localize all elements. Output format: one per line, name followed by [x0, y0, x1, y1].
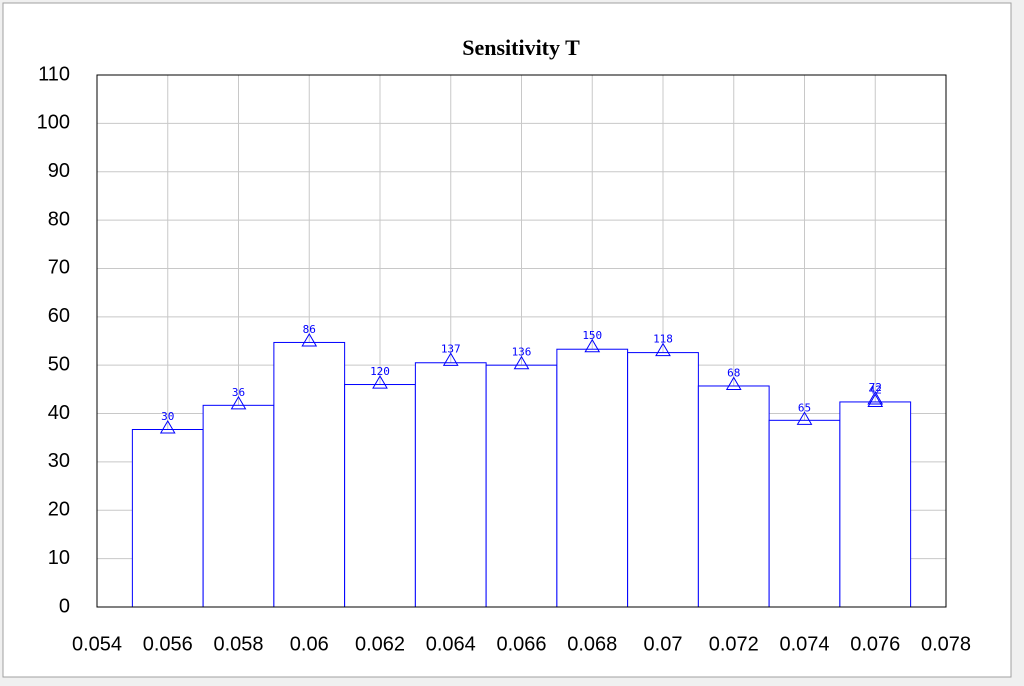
point-label: 30: [161, 410, 174, 423]
point-label: 120: [370, 365, 390, 378]
y-tick-label: 0: [59, 595, 70, 617]
point-marker: [372, 375, 388, 389]
y-tick-label: 60: [48, 305, 70, 327]
y-tick-label: 110: [38, 63, 70, 85]
y-tick-label: 10: [48, 547, 70, 569]
point-label: 137: [441, 342, 461, 355]
point-label: 65: [798, 401, 811, 414]
point-marker: [584, 338, 601, 353]
y-tick-label: 70: [48, 257, 70, 279]
point-marker: [867, 391, 884, 405]
bar: [414, 362, 487, 608]
chart-title: Sensitivity T: [462, 35, 580, 60]
x-tick-label: 0.068: [567, 633, 617, 655]
point-marker: [655, 342, 671, 357]
point-marker: [301, 333, 318, 347]
y-tick-label: 90: [48, 160, 70, 182]
bar: [556, 348, 629, 608]
y-tick-label: 50: [48, 353, 70, 375]
point-label: 42: [869, 383, 882, 396]
point-marker: [867, 393, 884, 407]
point-label: 150: [582, 329, 602, 342]
point-marker: [796, 411, 813, 425]
y-tick-label: 100: [37, 112, 70, 134]
x-tick-label: 0.078: [921, 633, 971, 655]
x-tick-label: 0.06: [290, 633, 329, 655]
x-tick-label: 0.074: [779, 633, 829, 655]
point-marker: [513, 355, 530, 370]
bar: [131, 429, 204, 608]
bar: [697, 385, 770, 608]
point-marker: [725, 376, 742, 391]
point-marker: [230, 395, 247, 410]
bar: [768, 419, 841, 608]
bar: [627, 352, 699, 608]
x-tick-label: 0.062: [355, 633, 405, 655]
bar: [839, 401, 912, 608]
point-label: 36: [232, 386, 245, 399]
point-label: 136: [512, 346, 532, 359]
bar: [485, 364, 558, 608]
x-tick-label: 0.058: [213, 633, 263, 655]
y-tick-label: 20: [48, 499, 70, 521]
bar: [202, 404, 275, 608]
y-tick-label: 40: [48, 402, 70, 424]
bar: [344, 384, 416, 608]
x-tick-label: 0.064: [426, 633, 476, 655]
x-tick-label: 0.054: [72, 633, 122, 655]
bars: [131, 341, 912, 608]
x-tick-label: 0.072: [709, 633, 759, 655]
y-tick-label: 80: [48, 208, 70, 230]
point-marker: [159, 420, 176, 434]
point-marker: [442, 352, 459, 366]
x-tick-label: 0.076: [850, 633, 900, 655]
point-label: 118: [653, 333, 673, 346]
point-label: 72: [869, 381, 882, 394]
y-tick-label: 30: [48, 450, 70, 472]
point-label: 68: [727, 367, 740, 380]
x-tick-label: 0.056: [143, 633, 193, 655]
point-label: 86: [303, 323, 316, 336]
x-tick-label: 0.07: [644, 633, 683, 655]
x-tick-label: 0.066: [496, 633, 546, 655]
plot-frame: [96, 74, 947, 608]
bar: [273, 341, 346, 608]
